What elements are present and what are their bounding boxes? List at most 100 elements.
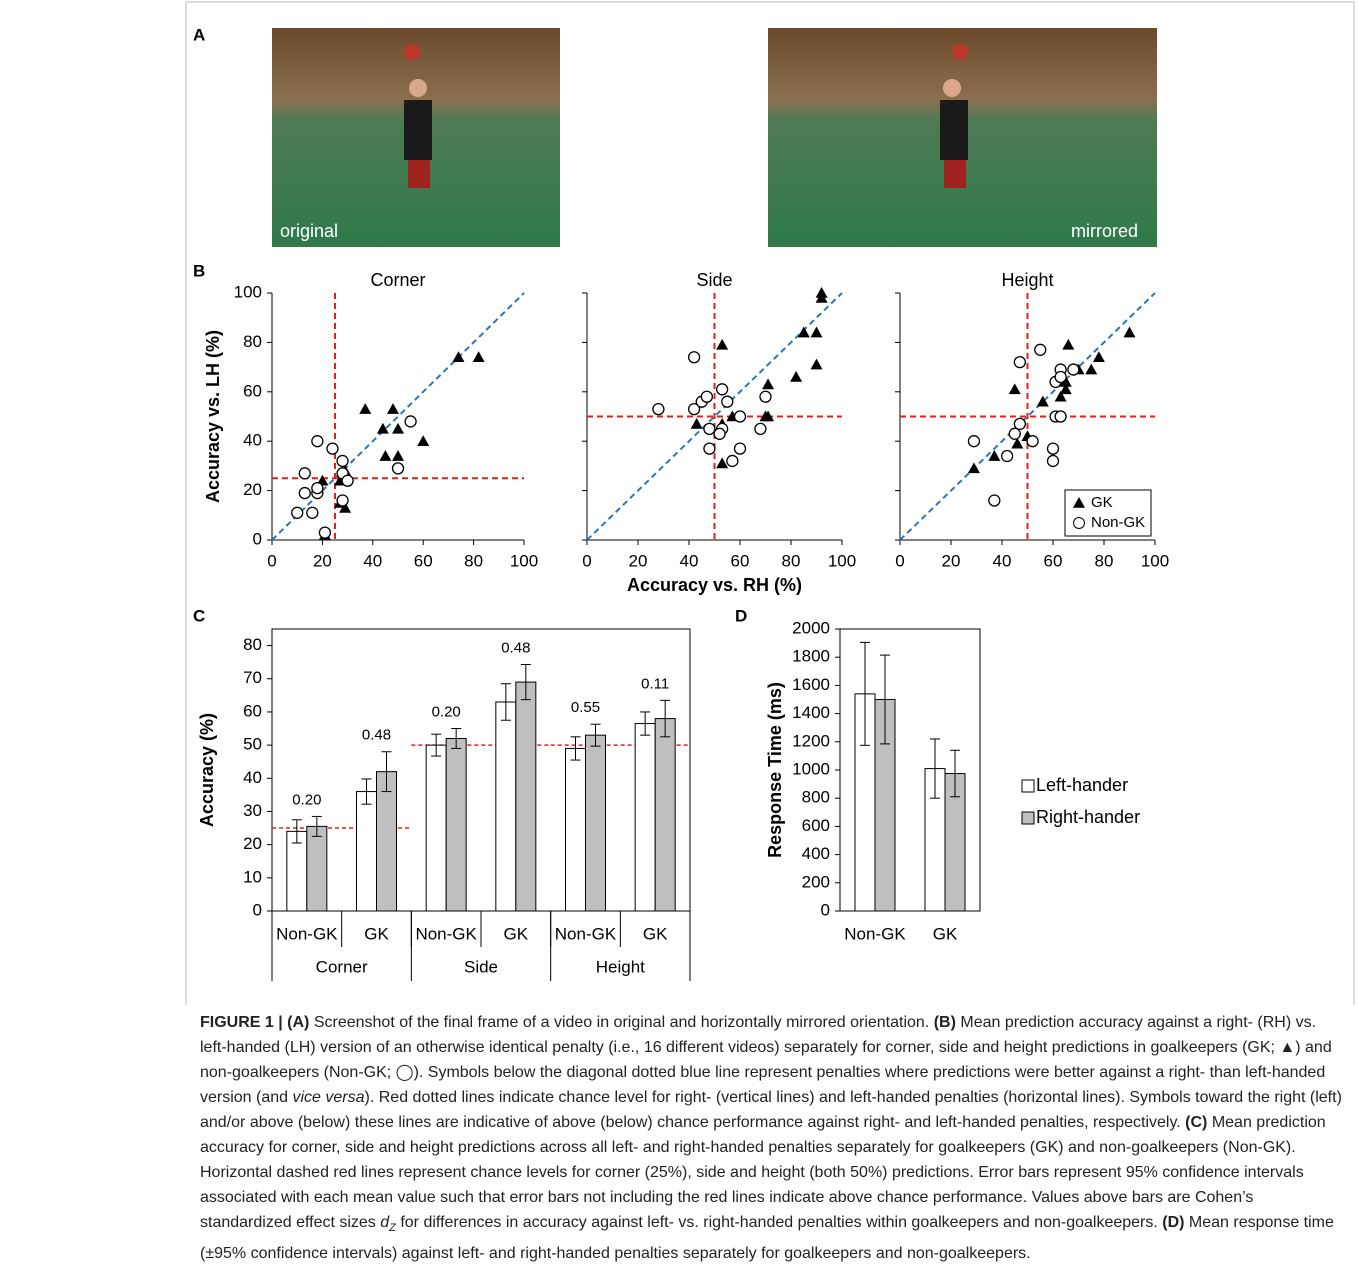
effect-size: 0.20: [432, 703, 461, 720]
y-tick-label: 80: [243, 635, 262, 654]
x-tick-label: 40: [680, 551, 699, 570]
point: [687, 402, 701, 416]
bar: [634, 723, 656, 912]
y-tick-label: 40: [243, 431, 262, 450]
caption-text: ). Red dotted lines indicate chance leve…: [200, 1089, 1342, 1131]
y-tick-label: 200: [802, 872, 830, 891]
point: [988, 450, 1001, 461]
panel-label: A: [193, 25, 205, 44]
point: [726, 454, 739, 468]
point: [311, 481, 324, 495]
point: [700, 390, 713, 403]
point: [815, 291, 828, 303]
y-axis-label: Accuracy vs. LH (%): [203, 330, 223, 503]
point: [472, 351, 485, 363]
legend-marker: [1073, 517, 1085, 529]
x-tick-label: 20: [942, 551, 961, 570]
panel-label: B: [193, 261, 205, 280]
x-tick-label: GK: [643, 924, 668, 943]
point: [652, 402, 665, 416]
panel-label: D: [735, 606, 747, 625]
y-tick-label: 0: [821, 900, 830, 919]
point: [716, 457, 729, 469]
bar: [654, 718, 676, 912]
x-tick-label: Non-GK: [415, 924, 477, 943]
effect-size: 0.48: [362, 727, 391, 744]
chart-title: Side: [696, 270, 732, 290]
point: [1062, 338, 1075, 350]
y-tick-label: 1200: [792, 731, 830, 750]
x-tick-label: 20: [313, 551, 332, 570]
point: [810, 358, 823, 370]
point: [376, 422, 389, 434]
point: [967, 462, 980, 474]
x-tick-label: GK: [933, 924, 958, 943]
x-tick-label: 80: [782, 551, 801, 570]
point: [703, 442, 716, 455]
caption-text: (C): [1185, 1114, 1208, 1131]
chart-title: Height: [1001, 270, 1053, 290]
point: [311, 435, 324, 448]
x-tick-label: 60: [414, 551, 433, 570]
bar: [376, 771, 397, 912]
point: [713, 427, 726, 440]
point: [716, 338, 729, 350]
bar: [495, 701, 517, 912]
y-tick-label: 0: [253, 529, 262, 548]
point: [318, 526, 332, 539]
x-tick-label: Non-GK: [844, 924, 906, 943]
group-label: Corner: [316, 957, 368, 976]
point: [417, 435, 430, 446]
x-tick-label: 60: [1044, 551, 1063, 570]
point: [716, 383, 729, 396]
point: [391, 462, 405, 475]
image-caption: mirrored: [1071, 221, 1138, 241]
bar: [356, 791, 377, 912]
point: [759, 390, 772, 403]
y-tick-label: 0: [253, 900, 262, 919]
point: [359, 403, 372, 414]
caption: FIGURE 1 | (A) Screenshot of the final f…: [200, 1010, 1346, 1266]
point: [1011, 437, 1024, 449]
point: [967, 435, 981, 448]
point: [733, 410, 747, 423]
y-tick-label: 100: [234, 282, 262, 301]
x-tick-label: GK: [504, 924, 529, 943]
caption-text: d: [380, 1214, 390, 1231]
point: [762, 378, 775, 390]
point: [1000, 449, 1014, 463]
point: [298, 467, 311, 480]
panel-label: C: [193, 606, 205, 625]
x-tick-label: 100: [828, 551, 856, 570]
group-label: Side: [464, 957, 498, 976]
point: [1013, 356, 1026, 369]
point: [291, 506, 304, 519]
effect-size: 0.48: [501, 639, 530, 656]
x-tick-label: 100: [510, 551, 538, 570]
point: [790, 370, 803, 382]
point: [1036, 395, 1049, 407]
point: [1046, 454, 1060, 468]
legend-marker: [1021, 811, 1035, 825]
point: [386, 403, 399, 414]
point: [392, 450, 404, 461]
y-tick-label: 80: [243, 332, 262, 351]
point: [404, 415, 417, 428]
point: [721, 395, 734, 408]
point: [1059, 375, 1072, 387]
y-axis-label: Accuracy (%): [197, 713, 217, 827]
x-tick-label: 80: [464, 551, 483, 570]
caption-text: Mean prediction accuracy for corner, sid…: [200, 1114, 1326, 1231]
caption-text: (D): [1162, 1214, 1185, 1231]
x-tick-label: 40: [993, 551, 1012, 570]
y-tick-label: 50: [243, 735, 262, 754]
point: [392, 422, 404, 434]
caption-text: Mean response time (±95% confidence inte…: [200, 1214, 1334, 1263]
caption-text: Z: [389, 1222, 396, 1235]
point: [1054, 410, 1067, 423]
point: [1092, 351, 1105, 363]
x-tick-label: GK: [364, 924, 389, 943]
diagonal: [271, 292, 525, 541]
x-tick-label: 80: [1095, 551, 1114, 570]
